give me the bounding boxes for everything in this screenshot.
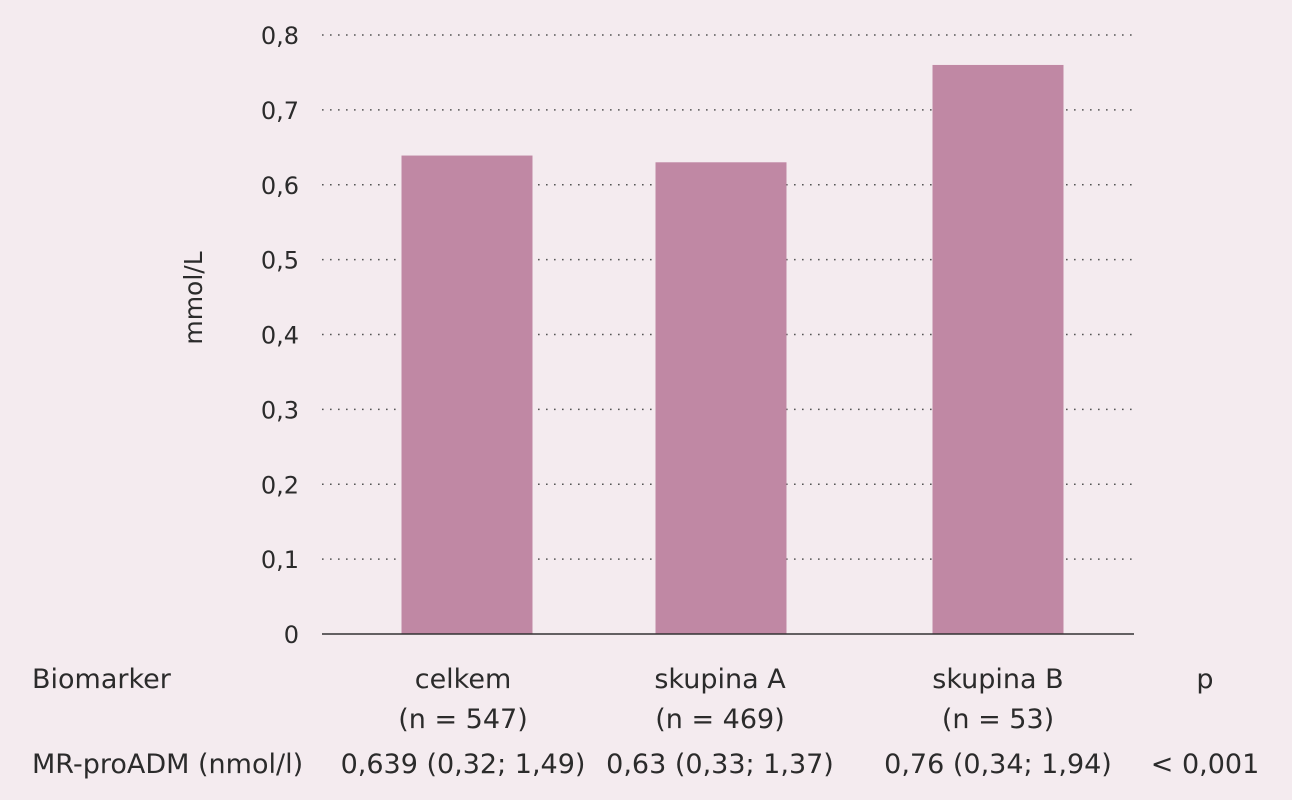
group-n-skupina-a: (n = 469) [655, 704, 785, 735]
group-n-skupina-b: (n = 53) [941, 704, 1055, 735]
bar-chart: 0 0,1 0,2 0,3 0,4 0,5 0,6 0,7 0,8 mmol/L [179, 22, 1134, 649]
group-n-celkem: (n = 547) [398, 704, 528, 735]
y-tick-label: 0,1 [261, 546, 299, 574]
bar-skupina-b [932, 64, 1064, 634]
group-name-celkem: celkem [414, 664, 512, 695]
y-tick-label: 0,4 [261, 322, 299, 350]
row-value-skupina-b: 0,76 (0,34; 1,94) [884, 749, 1112, 780]
row-value-celkem: 0,639 (0,32; 1,49) [340, 749, 586, 780]
y-tick-label: 0,3 [261, 396, 299, 424]
table-header-label: Biomarker [32, 664, 171, 695]
row-value-skupina-a: 0,63 (0,33; 1,37) [606, 749, 834, 780]
y-tick-label: 0,6 [261, 172, 299, 200]
bar-skupina-a [655, 162, 787, 634]
y-tick-label: 0,8 [261, 22, 299, 50]
group-name-skupina-b: skupina B [932, 664, 1064, 695]
y-tick-label: 0,7 [261, 97, 299, 125]
y-axis-ticks: 0 0,1 0,2 0,3 0,4 0,5 0,6 0,7 0,8 [261, 22, 299, 649]
y-tick-label: 0,2 [261, 471, 299, 499]
row-label: MR-proADM (nmol/l) [32, 749, 304, 780]
row-p-value: < 0,001 [1150, 749, 1260, 780]
y-tick-label: 0,5 [261, 247, 299, 275]
p-header: p [1196, 664, 1214, 695]
bar-celkem [401, 155, 533, 634]
group-name-skupina-a: skupina A [654, 664, 786, 695]
y-tick-label: 0 [284, 621, 299, 649]
bars [401, 64, 1064, 634]
y-axis-label: mmol/L [179, 251, 208, 344]
